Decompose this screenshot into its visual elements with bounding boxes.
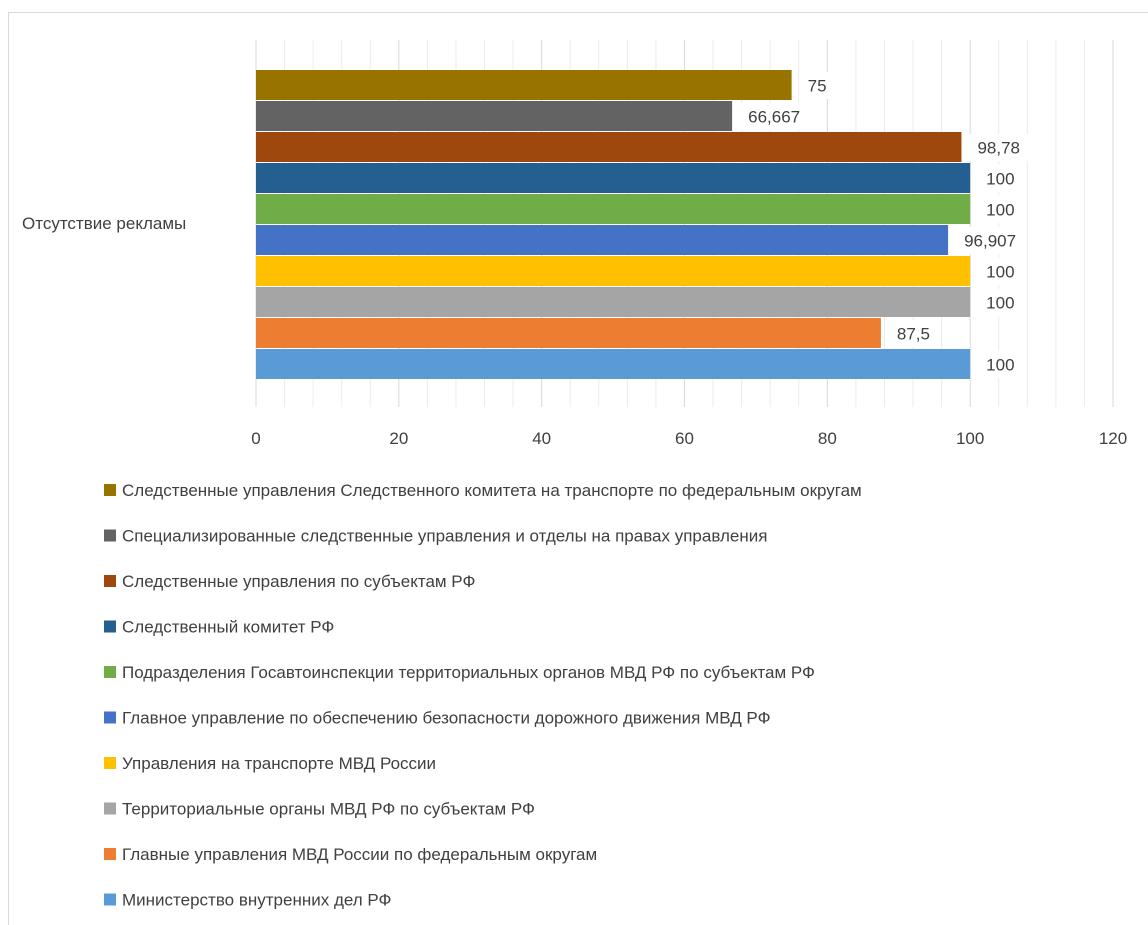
x-tick-label: 80 [818,429,837,448]
legend-entry: Специализированные следственные управлен… [122,527,767,546]
data-label: 100 [986,201,1014,220]
bar [256,349,971,379]
data-label-background [978,351,1023,378]
legend-entry: Следственный комитет РФ [122,618,334,637]
bar [256,70,792,100]
data-label: 96,907 [964,232,1016,251]
data-label-background [978,196,1023,223]
legend-entry: Управления на транспорте МВД России [122,754,436,773]
bar [256,194,971,224]
legend-swatch [104,893,116,906]
legend-swatch [104,484,116,496]
x-tick-label: 0 [251,429,260,448]
legend-swatch [104,666,116,678]
data-label: 100 [986,263,1014,282]
data-label-background [740,103,809,130]
bar [256,225,949,255]
x-tick-label: 20 [389,429,408,448]
x-tick-label: 60 [675,429,694,448]
data-label-background [978,289,1023,316]
x-axis-ticks: 0 20 40 60 80 100 120 [251,429,1127,448]
legend-swatch [104,711,116,724]
legend-entry: Следственные управления по субъектам РФ [122,572,475,591]
bar [256,132,962,162]
legend-entry: Территориальные органы МВД РФ по субъект… [122,800,535,819]
bar [256,256,971,286]
legend-swatch [104,757,116,769]
data-label: 98,78 [977,139,1020,158]
x-tick-label: 40 [532,429,551,448]
legend-entry: Министерство внутренних дел РФ [122,891,392,910]
bar [256,318,881,348]
bars [256,70,971,379]
data-label-background [978,165,1023,192]
data-label-background [969,134,1029,161]
data-label-background [888,320,938,347]
category-label: Отсутствие рекламы [22,214,186,233]
legend-swatch [104,529,116,542]
bar [256,287,971,317]
data-label: 100 [986,356,1014,375]
legend-entry: Главное управление по обеспечению безопа… [122,709,771,728]
data-label: 100 [986,294,1014,313]
bar [256,163,971,193]
data-label: 100 [986,170,1014,189]
bar [256,101,733,131]
data-label-background [978,258,1023,285]
legend-swatch [104,575,116,587]
data-label-background [956,227,1025,254]
legend-entry: Подразделения Госавтоинспекции территори… [122,663,815,682]
legend-swatch [104,802,116,815]
data-label: 87,5 [897,325,930,344]
data-label: 66,667 [748,108,800,127]
chart-frame [8,12,1148,925]
legend-swatch [104,848,116,860]
legend-entry: Следственные управления Следственного ко… [122,481,862,500]
x-tick-label: 120 [1099,429,1127,448]
legend: Следственные управления Следственного ко… [104,481,862,910]
legend-entry: Главные управления МВД России по федерал… [122,845,597,864]
x-tick-label: 100 [956,429,984,448]
data-label-background [799,72,835,99]
legend-swatch [104,620,116,633]
data-labels: 75 66,667 98,78 100 100 96,907 100 100 87,5 100 [740,72,1029,378]
data-label: 75 [808,77,827,96]
